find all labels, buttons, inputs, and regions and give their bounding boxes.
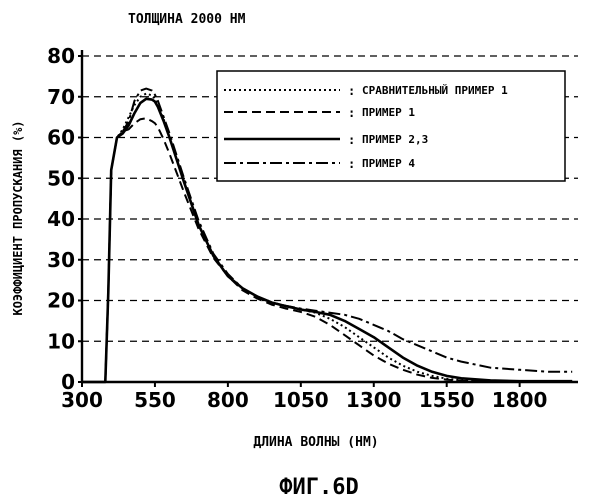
- x-tick-label: 1050: [273, 388, 329, 412]
- legend-colon: :: [348, 157, 355, 171]
- y-tick-label: 50: [47, 166, 75, 190]
- chart-title: ТОЛЩИНА 2000 НМ: [128, 12, 246, 27]
- legend: : СРАВНИТЕЛЬНЫЙ ПРИМЕР 1: ПРИМЕР 1: ПРИМЕР …: [217, 71, 565, 181]
- y-axis-label: КОЭФФИЦИЕНТ ПРОПУСКАНИЯ (%): [11, 120, 25, 315]
- legend-label: ПРИМЕР 2,3: [362, 133, 428, 146]
- y-tick-label: 60: [47, 126, 75, 150]
- x-tick-label: 1550: [419, 388, 475, 412]
- legend-colon: :: [348, 84, 355, 98]
- y-tick-label: 30: [47, 248, 75, 272]
- y-tick-label: 20: [47, 289, 75, 313]
- legend-label: СРАВНИТЕЛЬНЫЙ ПРИМЕР 1: [362, 84, 508, 97]
- x-tick-label: 1300: [346, 388, 402, 412]
- x-tick-labels: 300 550 800 1050 1300 1550 1800: [61, 388, 547, 412]
- x-tick-label: 300: [61, 388, 103, 412]
- figure-caption: ФИГ.6D: [279, 475, 358, 500]
- y-tick-label: 40: [47, 207, 75, 231]
- x-tick-label: 800: [207, 388, 249, 412]
- x-tick-label: 1800: [492, 388, 548, 412]
- y-tick-label: 70: [47, 85, 75, 109]
- y-tick-label: 80: [47, 44, 75, 68]
- legend-label: ПРИМЕР 4: [362, 157, 415, 170]
- legend-colon: :: [348, 106, 355, 120]
- x-tick-label: 550: [134, 388, 176, 412]
- x-axis-label: ДЛИНА ВОЛНЫ (НМ): [253, 435, 378, 450]
- legend-colon: :: [348, 133, 355, 147]
- legend-label: ПРИМЕР 1: [362, 106, 415, 119]
- y-tick-label: 10: [47, 329, 75, 353]
- y-tick-labels: 01020304050607080: [47, 44, 75, 394]
